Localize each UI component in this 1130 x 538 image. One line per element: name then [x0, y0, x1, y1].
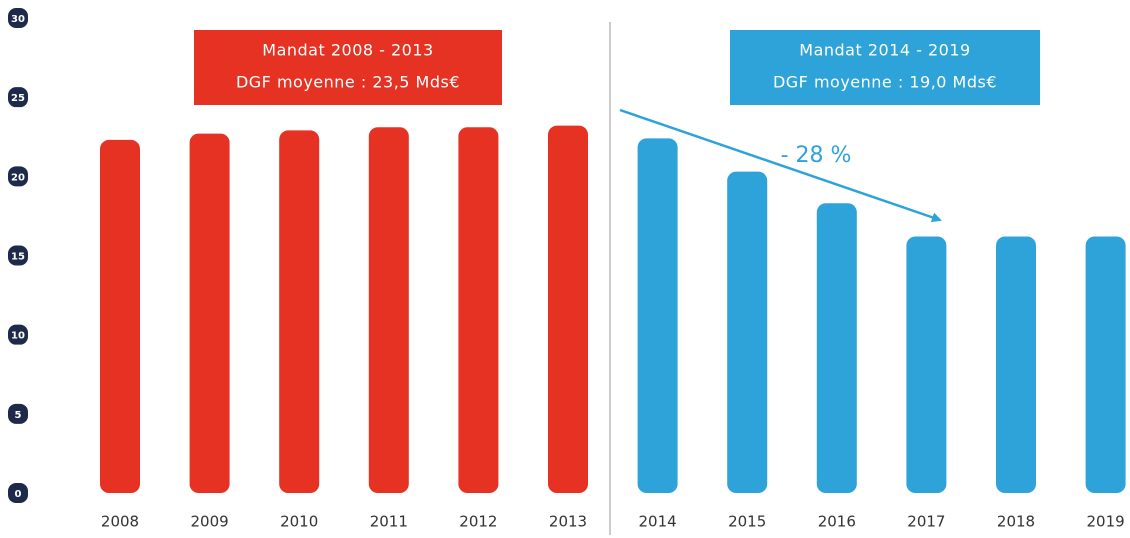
annotation: DGF moyenne : 19,0 Mds€ — [773, 73, 997, 92]
x-tick-label: 2010 — [280, 513, 318, 531]
x-tick-label: 2017 — [907, 513, 945, 531]
y-tick-label: 20 — [11, 172, 25, 183]
y-tick-badge — [8, 8, 28, 28]
trend-arrow — [619, 108, 942, 223]
bar — [548, 125, 588, 494]
annotation-box — [194, 30, 502, 105]
y-tick-badge — [8, 245, 28, 266]
annotation: Mandat 2008 - 2013 — [262, 41, 433, 60]
y-tick-label: 25 — [11, 93, 25, 104]
bar — [816, 203, 857, 493]
bar — [189, 133, 230, 494]
bar — [100, 139, 140, 493]
x-tick-label: 2011 — [370, 513, 408, 531]
annotation: - 28 % — [781, 143, 852, 168]
x-tick-label: 2008 — [101, 513, 139, 531]
x-tick-label: 2014 — [639, 513, 677, 531]
bar — [727, 171, 768, 494]
y-tick-label: 15 — [11, 252, 25, 263]
x-tick-label: 2019 — [1087, 513, 1125, 531]
x-tick-label: 2013 — [549, 513, 587, 531]
bar — [1085, 236, 1126, 493]
y-tick-label: 0 — [15, 489, 22, 500]
bar — [906, 236, 947, 493]
y-tick-badge — [8, 483, 28, 503]
x-tick-label: 2018 — [997, 513, 1035, 531]
x-tick-label: 2009 — [191, 513, 229, 531]
bar — [279, 130, 320, 493]
x-tick-label: 2012 — [459, 513, 497, 531]
annotation: DGF moyenne : 23,5 Mds€ — [236, 73, 460, 92]
x-tick-label: 2016 — [818, 513, 856, 531]
y-tick-badge — [8, 166, 28, 187]
bar — [368, 127, 409, 493]
bar — [996, 236, 1036, 493]
y-tick-badge — [8, 324, 28, 345]
y-tick-label: 30 — [11, 14, 25, 25]
y-tick-badge — [8, 87, 28, 108]
y-tick-badge — [8, 403, 28, 424]
annotation-box — [730, 30, 1040, 105]
annotation: Mandat 2014 - 2019 — [799, 41, 970, 60]
y-tick-label: 10 — [11, 331, 25, 342]
x-tick-label: 2015 — [728, 513, 766, 531]
bar — [637, 138, 678, 494]
y-tick-label: 5 — [15, 410, 22, 421]
bar — [458, 127, 499, 493]
